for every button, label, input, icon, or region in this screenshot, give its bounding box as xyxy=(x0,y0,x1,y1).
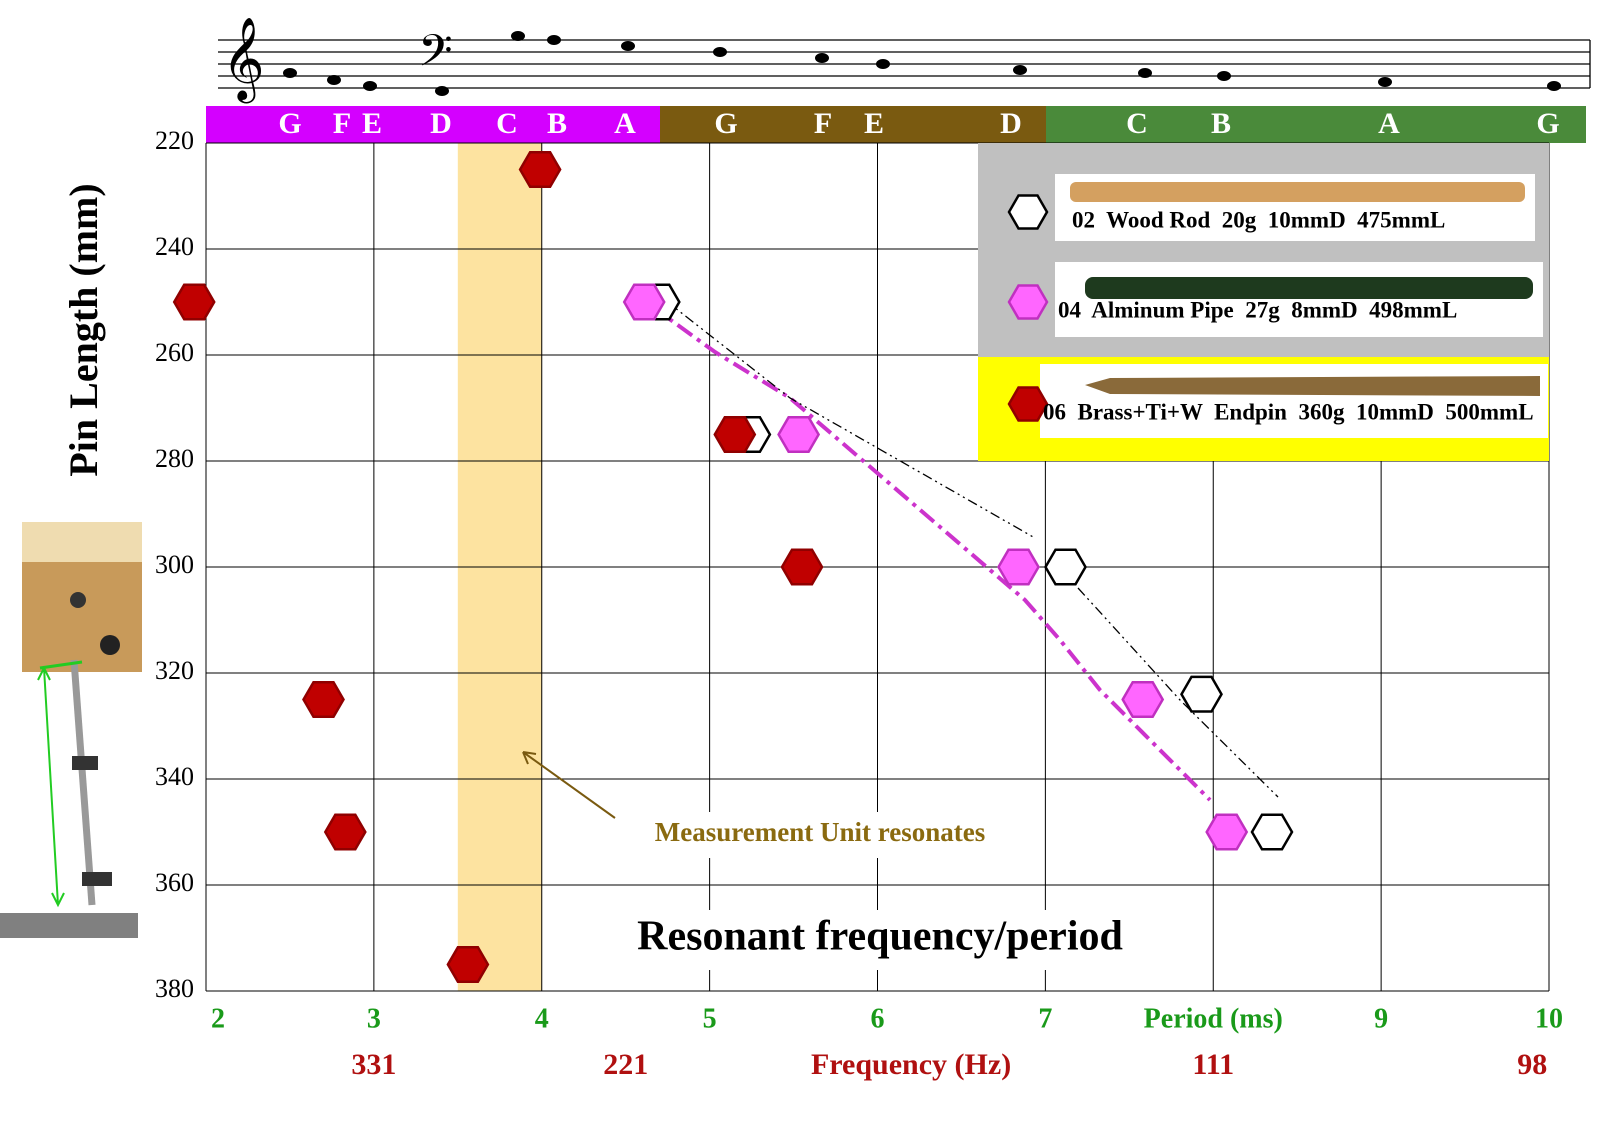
point xyxy=(446,945,490,984)
trend-line xyxy=(664,299,1279,798)
secondary-x-tick-label: 221 xyxy=(603,1048,648,1081)
rod-image xyxy=(1085,376,1540,396)
note-name: G xyxy=(1536,107,1559,140)
x-tick-label: 6 xyxy=(871,1003,885,1034)
point xyxy=(1044,548,1087,586)
point xyxy=(518,150,562,189)
legend-marker xyxy=(1007,386,1049,422)
staff-notes xyxy=(283,31,1561,96)
note-name: D xyxy=(430,107,452,140)
legend-marker xyxy=(1007,194,1049,230)
legend-label: 06 Brass+Ti+W Endpin 360g 10mmD 500mmL xyxy=(1043,399,1534,424)
annotation-arrow xyxy=(522,751,616,819)
note-name: B xyxy=(1211,107,1231,140)
y-tick-label: 220 xyxy=(155,126,194,155)
note-name: G xyxy=(714,107,737,140)
y-tick-label: 240 xyxy=(155,232,194,261)
photo xyxy=(0,522,142,938)
y-tick-label: 280 xyxy=(155,444,194,473)
point xyxy=(780,548,824,586)
title-bg xyxy=(600,910,1160,970)
x-tick-label: 7 xyxy=(1038,1003,1052,1034)
note-name: A xyxy=(614,107,636,140)
note-name: C xyxy=(1126,107,1148,140)
note-name: A xyxy=(1378,107,1400,140)
y-tick-label: 380 xyxy=(155,974,194,1003)
point xyxy=(1121,680,1165,719)
note-name: E xyxy=(864,107,884,140)
point xyxy=(622,283,666,321)
point xyxy=(302,680,345,719)
y-tick-label: 260 xyxy=(155,338,194,367)
treble-clef: 𝄞 xyxy=(222,18,265,104)
note-name: F xyxy=(333,107,351,140)
bass-clef: 𝄢 xyxy=(418,26,453,86)
x-tick-label: Period (ms) xyxy=(1144,1003,1283,1034)
point xyxy=(1250,813,1294,851)
x-tick-label: 10 xyxy=(1535,1003,1563,1034)
legend-image-bg xyxy=(1055,262,1543,337)
note-name: F xyxy=(814,107,832,140)
secondary-x-tick-label: 98 xyxy=(1517,1048,1547,1081)
rod-image xyxy=(1085,277,1533,299)
annotation-bg xyxy=(620,812,1020,858)
note-band xyxy=(206,106,660,143)
x-tick-label: 3 xyxy=(367,1003,381,1034)
x-tick-label: 5 xyxy=(703,1003,717,1034)
note-band xyxy=(1046,106,1586,143)
point xyxy=(1205,813,1249,851)
plot-title: Resonant frequency/period xyxy=(637,914,1123,960)
y-tick-label: 340 xyxy=(155,762,194,791)
y-tick-label: 320 xyxy=(155,656,194,685)
legend-label: 02 Wood Rod 20g 10mmD 475mmL xyxy=(1072,207,1445,232)
y-tick-label: 300 xyxy=(155,550,194,579)
y-axis-title: Pin Length (mm) xyxy=(61,183,106,476)
note-name: B xyxy=(547,107,567,140)
note-name: C xyxy=(496,107,518,140)
point xyxy=(713,415,757,454)
point xyxy=(172,283,216,321)
secondary-x-tick-label: 331 xyxy=(351,1048,396,1081)
secondary-x-tick-label: Frequency (Hz) xyxy=(811,1048,1011,1081)
legend-image-bg xyxy=(1040,364,1548,438)
point xyxy=(997,548,1040,586)
point xyxy=(1180,675,1223,713)
x-tick-label: 2 xyxy=(211,1003,225,1034)
annotation: Measurement Unit resonates xyxy=(655,817,985,847)
legend-marker xyxy=(1007,284,1049,320)
point xyxy=(777,415,821,454)
point xyxy=(323,813,367,851)
secondary-x-tick-label: 111 xyxy=(1192,1048,1234,1081)
x-tick-label: 4 xyxy=(535,1003,549,1034)
x-tick-label: 9 xyxy=(1374,1003,1388,1034)
note-name: D xyxy=(1000,107,1022,140)
rod-image xyxy=(1070,182,1525,202)
note-name: E xyxy=(362,107,382,140)
y-tick-label: 360 xyxy=(155,868,194,897)
note-name: G xyxy=(278,107,301,140)
legend-label: 04 Alminum Pipe 27g 8mmD 498mmL xyxy=(1058,297,1457,322)
trend-line xyxy=(648,303,1212,802)
note-band xyxy=(660,106,1046,143)
